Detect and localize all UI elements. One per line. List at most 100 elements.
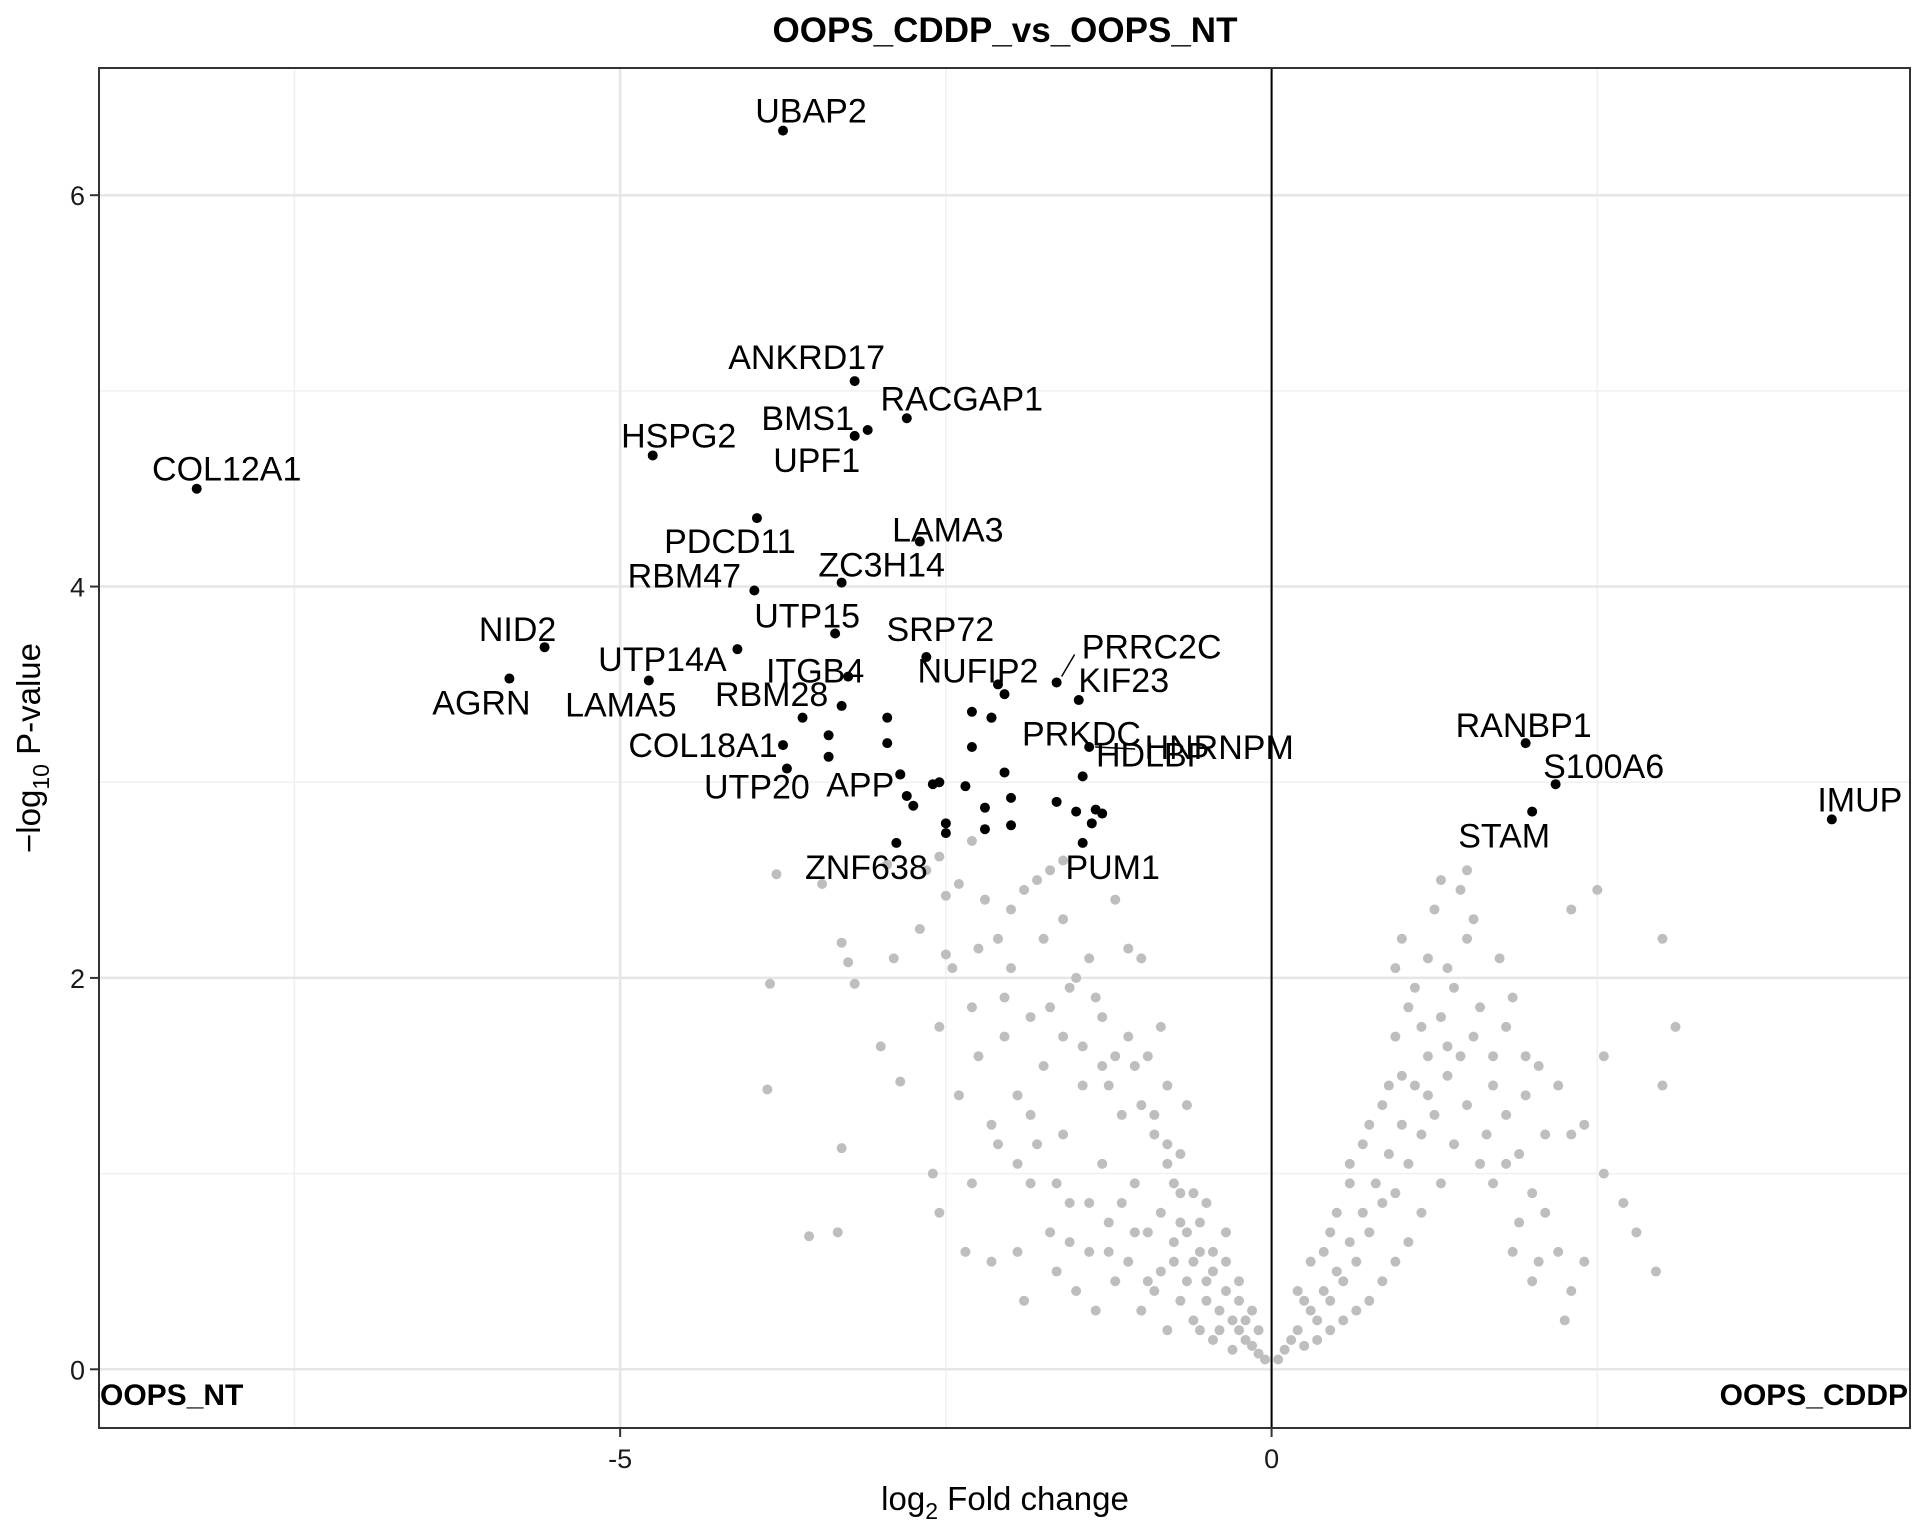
background-point — [992, 933, 1003, 944]
background-point — [882, 859, 893, 870]
gene-label-hdlbp: HDLBP — [1096, 736, 1209, 774]
background-point — [1025, 1012, 1036, 1023]
gene-label-kif23: KIF23 — [1078, 662, 1169, 700]
background-point — [1442, 1041, 1453, 1052]
background-point — [999, 1031, 1010, 1042]
gene-label-znf638: ZNF638 — [805, 849, 928, 887]
background-point — [1514, 1149, 1525, 1160]
background-point — [1475, 1002, 1486, 1013]
labeled-point-rbm28 — [836, 700, 847, 711]
background-point — [1019, 884, 1030, 895]
background-point — [1194, 1325, 1205, 1336]
background-point — [927, 1168, 938, 1179]
background-point — [1090, 992, 1101, 1003]
significant-point — [882, 738, 893, 749]
background-point — [1220, 1286, 1231, 1297]
labeled-point-ankrd17 — [849, 376, 860, 387]
background-point — [1110, 1276, 1121, 1287]
significant-point — [1006, 820, 1017, 831]
background-point — [1247, 1305, 1258, 1316]
gene-label-prrc2c: PRRC2C — [1082, 628, 1222, 666]
background-point — [1032, 1139, 1043, 1150]
labeled-point-hspg2 — [647, 450, 658, 461]
background-point — [1364, 1119, 1375, 1130]
background-point — [1155, 1266, 1166, 1277]
labeled-point-ubap2 — [778, 125, 789, 136]
background-point — [1338, 1315, 1349, 1326]
panel-border — [98, 67, 1911, 1429]
background-point — [1527, 1188, 1538, 1199]
background-point — [1097, 1012, 1108, 1023]
background-point — [1514, 1217, 1525, 1228]
chart-title: OOPS_CDDP_vs_OOPS_NT — [773, 11, 1238, 50]
gene-label-srp72: SRP72 — [886, 611, 994, 649]
background-point — [999, 992, 1010, 1003]
background-point — [1488, 1080, 1499, 1091]
leader-line-prrc2c — [1060, 654, 1076, 677]
background-point — [1468, 1031, 1479, 1042]
background-point — [1370, 1178, 1381, 1189]
background-point — [1253, 1348, 1264, 1359]
background-point — [843, 957, 854, 968]
significant-point — [940, 818, 951, 829]
background-point — [1279, 1344, 1290, 1355]
background-point — [1390, 963, 1401, 974]
background-point — [1325, 1295, 1336, 1306]
background-point — [1390, 1188, 1401, 1199]
background-point — [1533, 1060, 1544, 1071]
background-point — [921, 865, 932, 876]
background-point — [1559, 1315, 1570, 1326]
background-point — [1064, 1197, 1075, 1208]
gene-label-col12a1: COL12A1 — [152, 451, 301, 489]
background-point — [1357, 1207, 1368, 1218]
background-point — [973, 1051, 984, 1062]
background-point — [1201, 1295, 1212, 1306]
labeled-point-utp20 — [781, 763, 792, 774]
significant-point — [979, 824, 990, 835]
gene-label-s100a6: S100A6 — [1543, 748, 1664, 786]
background-point — [1364, 1227, 1375, 1238]
background-point — [1566, 1129, 1577, 1140]
background-point — [764, 978, 775, 989]
y-axis-title-suffix: P-value — [10, 643, 47, 764]
labeled-point-pdcd11 — [751, 513, 762, 524]
background-point — [1325, 1325, 1336, 1336]
background-point — [1422, 1090, 1433, 1101]
background-point — [1012, 1158, 1023, 1169]
background-point — [1540, 1207, 1551, 1218]
labeled-point-kif23 — [1073, 695, 1084, 706]
background-point — [1338, 1276, 1349, 1287]
background-point — [1175, 1295, 1186, 1306]
background-point — [934, 1021, 945, 1032]
background-point — [1409, 1080, 1420, 1091]
background-point — [992, 1139, 1003, 1150]
background-point — [1168, 1256, 1179, 1267]
background-point — [1422, 953, 1433, 964]
gene-label-col18a1: COL18A1 — [628, 727, 777, 765]
y-tick-label: 2 — [70, 964, 85, 994]
x-axis-title-suffix: Fold change — [938, 1480, 1129, 1517]
background-point — [1520, 1051, 1531, 1062]
background-point — [1377, 1100, 1388, 1111]
background-point — [1305, 1256, 1316, 1267]
background-point — [1084, 1246, 1095, 1257]
background-point — [1409, 982, 1420, 993]
background-point — [1396, 1070, 1407, 1081]
background-point — [979, 894, 990, 905]
background-point — [1032, 875, 1043, 886]
background-point — [1286, 1334, 1297, 1345]
background-point — [1097, 1060, 1108, 1071]
background-point — [817, 879, 828, 889]
labeled-point-bms1 — [862, 425, 873, 436]
background-point — [762, 1084, 773, 1095]
background-point — [1201, 1276, 1212, 1287]
background-point — [1077, 1080, 1088, 1091]
labeled-point-nufip2 — [992, 679, 1003, 690]
background-point — [1149, 1109, 1160, 1120]
x-tick-label: -5 — [608, 1444, 632, 1474]
background-point — [1592, 884, 1603, 895]
background-point — [875, 1041, 886, 1052]
labeled-point-zc3h14 — [836, 577, 847, 588]
x-axis-title-subscript: 2 — [925, 1498, 938, 1524]
